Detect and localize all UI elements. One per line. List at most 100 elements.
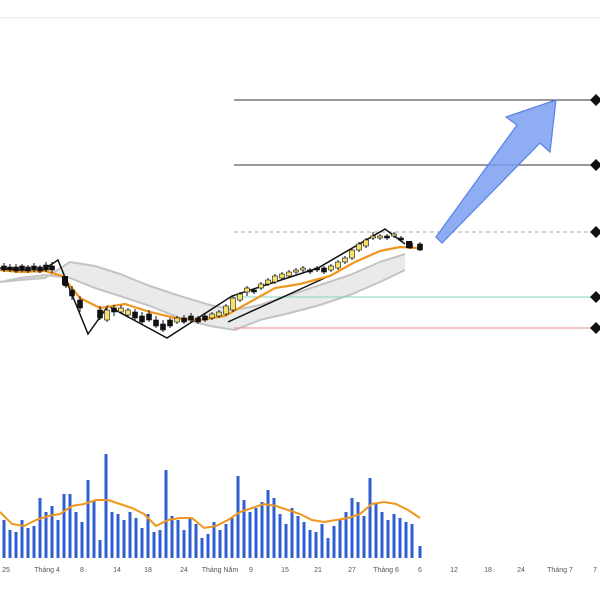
volume-bar	[68, 494, 72, 558]
volume-bar	[116, 514, 120, 558]
candle-body	[69, 289, 75, 297]
volume-bar	[38, 498, 42, 558]
candle	[279, 272, 285, 280]
price-levels	[234, 94, 600, 334]
volume-bar	[206, 534, 210, 558]
candle-body	[209, 313, 215, 319]
candle-body	[77, 299, 83, 309]
volume-bar	[410, 524, 414, 558]
volume-bar	[2, 520, 6, 558]
volume-bar	[50, 506, 54, 558]
x-tick-label: 8	[80, 567, 84, 574]
candle-body	[342, 257, 348, 263]
x-tick-label: 24	[517, 567, 525, 574]
volume-bar	[236, 476, 240, 558]
volume-bar	[308, 530, 312, 558]
candle-body	[160, 323, 166, 331]
candle-body	[62, 276, 68, 285]
level-marker-support	[590, 291, 600, 303]
volume-bar	[338, 520, 342, 558]
volume-bar	[92, 500, 96, 558]
candle-body	[377, 235, 383, 239]
x-tick-label: 24	[180, 567, 188, 574]
volume-bar	[386, 520, 390, 558]
volume-bar	[182, 530, 186, 558]
candle	[188, 313, 194, 322]
candle	[97, 306, 103, 320]
projection-arrow	[435, 99, 557, 244]
volume-bar	[230, 518, 234, 558]
candle-body	[417, 243, 423, 251]
candle	[377, 234, 383, 240]
candle	[244, 286, 250, 296]
x-tick-label: 6	[418, 567, 422, 574]
candle	[230, 296, 236, 312]
candle-body	[49, 265, 55, 271]
candle	[37, 265, 43, 273]
candle-body	[167, 319, 173, 327]
candle-body	[300, 267, 306, 271]
candle-body	[251, 289, 257, 293]
candle	[272, 274, 278, 284]
volume-bar	[128, 512, 132, 558]
candle-body	[104, 309, 110, 321]
candle-body	[293, 269, 299, 273]
candle	[223, 304, 229, 316]
volume-bar	[104, 454, 108, 558]
volume-bar	[404, 522, 408, 558]
volume-bar	[362, 516, 366, 558]
candle	[146, 310, 152, 322]
volume-bar	[224, 524, 228, 558]
candle	[321, 266, 327, 274]
candle-body	[223, 305, 229, 315]
candle	[7, 264, 13, 272]
candle	[307, 268, 313, 274]
candle-body	[398, 237, 404, 241]
volume-bar	[296, 516, 300, 558]
x-tick-label: 12	[450, 567, 458, 574]
volume-average	[0, 499, 421, 530]
volume-bar	[176, 520, 180, 558]
candle	[251, 288, 257, 294]
candle-body	[384, 235, 390, 239]
volume-bar	[326, 538, 330, 558]
candle-body	[111, 307, 117, 313]
band-upper-edge	[0, 253, 406, 312]
volume-bar	[344, 512, 348, 558]
candle-body	[188, 315, 194, 321]
volume-bar	[158, 530, 162, 558]
candle	[69, 286, 75, 300]
candle-body	[314, 267, 320, 271]
volume-bar	[44, 512, 48, 558]
candle-body	[25, 266, 31, 272]
volume-bar	[134, 518, 138, 558]
x-tick-label: 15	[281, 567, 289, 574]
candle-body	[406, 241, 412, 248]
candle	[132, 309, 138, 320]
candle	[118, 305, 124, 314]
volume-bar	[32, 526, 36, 558]
volume-bar	[200, 538, 204, 558]
candle-body	[286, 271, 292, 277]
candle-body	[391, 233, 397, 237]
candle-body	[272, 275, 278, 283]
candle	[335, 260, 341, 270]
band-lower-edge	[0, 269, 406, 332]
volume-bars	[2, 454, 422, 558]
candle	[167, 318, 173, 328]
volume-ma-line	[0, 499, 421, 530]
candle	[391, 232, 397, 238]
x-tick-label: 25	[2, 567, 10, 574]
volume-bar	[284, 524, 288, 558]
volume-bar	[20, 520, 24, 558]
candle-body	[265, 279, 271, 285]
candle	[356, 242, 362, 252]
volume-bar	[266, 490, 270, 558]
candle	[49, 262, 55, 273]
candle	[417, 242, 423, 251]
candle-body	[13, 266, 19, 272]
projection-arrow-group	[435, 99, 557, 244]
volume-bar	[188, 518, 192, 558]
